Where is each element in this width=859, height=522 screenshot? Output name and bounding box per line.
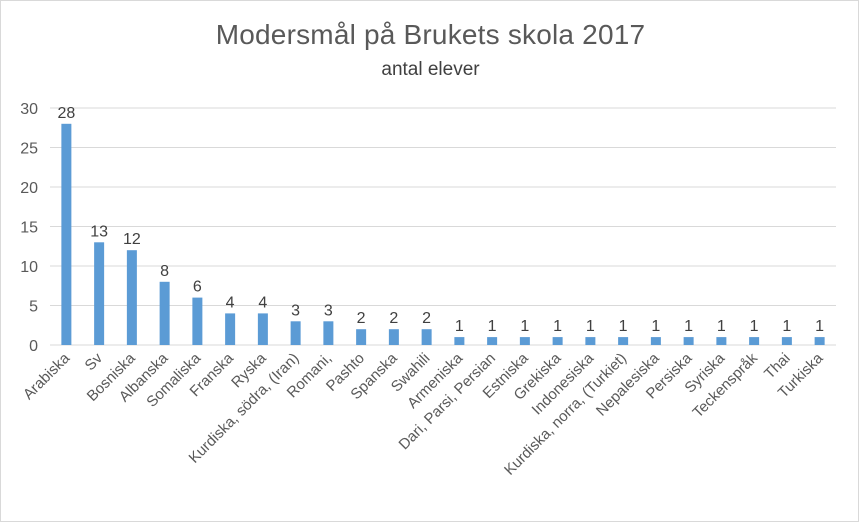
data-label: 3 xyxy=(324,302,333,319)
data-label: 4 xyxy=(226,294,235,311)
data-label: 2 xyxy=(422,310,431,327)
bars xyxy=(61,123,825,345)
data-label: 1 xyxy=(520,318,529,335)
bar xyxy=(290,321,301,345)
bar xyxy=(781,337,792,345)
data-label: 1 xyxy=(553,318,562,335)
data-label: 1 xyxy=(717,318,726,335)
bar xyxy=(192,297,203,345)
bar xyxy=(94,242,105,345)
y-tick-label: 15 xyxy=(20,220,38,237)
chart-title: Modersmål på Brukets skola 2017 xyxy=(215,19,646,50)
data-label: 1 xyxy=(782,318,791,335)
bar xyxy=(650,337,661,345)
data-label: 8 xyxy=(160,263,169,280)
data-label: 1 xyxy=(619,318,628,335)
gridlines xyxy=(50,107,836,346)
y-tick-label: 20 xyxy=(20,180,38,197)
bar xyxy=(257,313,268,345)
x-tick-label: Sv xyxy=(82,349,107,374)
data-label: 1 xyxy=(651,318,660,335)
bar xyxy=(552,337,563,345)
y-tick-label: 25 xyxy=(20,141,38,158)
bar xyxy=(421,329,432,345)
y-tick-label: 5 xyxy=(29,299,38,316)
bar xyxy=(749,337,760,345)
data-label: 12 xyxy=(123,231,141,248)
bar xyxy=(388,329,399,345)
data-label: 1 xyxy=(455,318,464,335)
bar xyxy=(356,329,367,345)
bar xyxy=(323,321,334,345)
data-label: 2 xyxy=(357,310,366,327)
bar xyxy=(716,337,727,345)
x-axis-labels: Arabiska SvBosniskaAlbanskaSomaliskaFrans… xyxy=(20,349,827,478)
y-tick-label: 0 xyxy=(29,338,38,355)
bar xyxy=(585,337,596,345)
data-label: 6 xyxy=(193,279,202,296)
data-label: 1 xyxy=(750,318,759,335)
bar xyxy=(814,337,825,345)
data-label: 1 xyxy=(586,318,595,335)
data-label: 4 xyxy=(258,294,267,311)
bar xyxy=(225,313,236,345)
bar xyxy=(61,123,72,345)
data-label: 1 xyxy=(815,318,824,335)
bar xyxy=(454,337,465,345)
y-tick-label: 10 xyxy=(20,259,38,276)
y-axis-ticks: 0 5 10 15 20 25 30 xyxy=(20,101,38,355)
data-label: 13 xyxy=(90,223,108,240)
bar xyxy=(159,281,170,345)
data-label: 3 xyxy=(291,302,300,319)
data-labels: 28 13 12 8 6 4 4 3 3 2 2 2 1 1 1 1 1 1 1 1 1 1 1 1 xyxy=(57,105,824,335)
chart-subtitle: antal elever xyxy=(381,59,480,80)
bar xyxy=(519,337,530,345)
y-tick-label: 30 xyxy=(20,101,38,118)
data-label: 28 xyxy=(57,105,75,122)
data-label: 1 xyxy=(684,318,693,335)
bar xyxy=(683,337,694,345)
bar xyxy=(618,337,629,345)
bar xyxy=(487,337,498,345)
data-label: 2 xyxy=(389,310,398,327)
data-label: 1 xyxy=(488,318,497,335)
x-tick-label: Arabiska xyxy=(20,349,74,403)
bar xyxy=(126,250,137,345)
